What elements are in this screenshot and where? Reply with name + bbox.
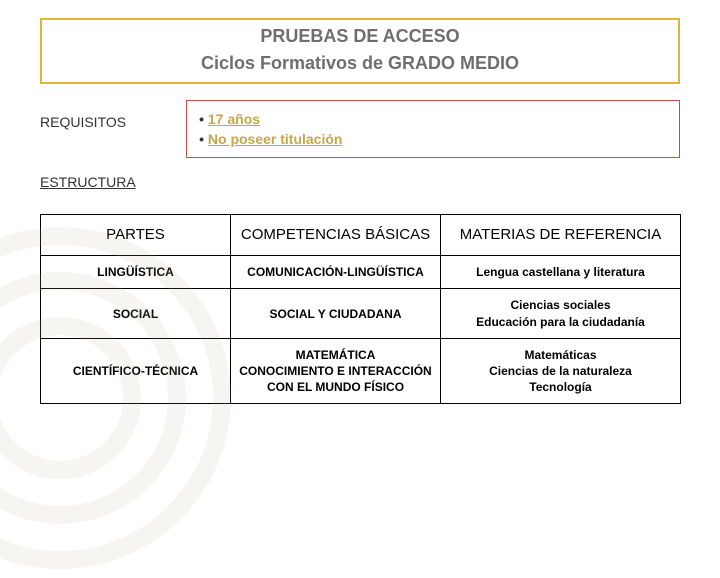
table-row: CIENTÍFICO-TÉCNICA MATEMÁTICACONOCIMIENT… (41, 338, 681, 404)
cell-comp-2: MATEMÁTICACONOCIMIENTO E INTERACCIÓN CON… (231, 338, 441, 404)
estructura-row: ESTRUCTURA (40, 174, 680, 192)
cell-mat-1: Ciencias socialesEducación para la ciuda… (441, 289, 681, 338)
title-box: PRUEBAS DE ACCESO Ciclos Formativos de G… (40, 18, 680, 84)
table-row: LINGÜÍSTICA COMUNICACIÓN-LINGÜÍSTICA Len… (41, 256, 681, 289)
requisitos-label: REQUISITOS (40, 100, 126, 158)
cell-mat-2: MatemáticasCiencias de la naturalezaTecn… (441, 338, 681, 404)
estructura-table: PARTES COMPETENCIAS BÁSICAS MATERIAS DE … (40, 214, 681, 404)
table-row: SOCIAL SOCIAL Y CIUDADANA Ciencias socia… (41, 289, 681, 338)
cell-comp-1: SOCIAL Y CIUDADANA (231, 289, 441, 338)
requisito-text-1: No poseer titulación (208, 131, 343, 147)
header-partes: PARTES (41, 215, 231, 256)
cell-comp-0: COMUNICACIÓN-LINGÜÍSTICA (231, 256, 441, 289)
sub-title: Ciclos Formativos de GRADO MEDIO (42, 53, 678, 74)
requisito-item-1: • No poseer titulación (199, 129, 667, 149)
header-materias: MATERIAS DE REFERENCIA (441, 215, 681, 256)
requisitos-row: REQUISITOS • 17 años • No poseer titulac… (40, 100, 680, 158)
cell-partes-0: LINGÜÍSTICA (41, 256, 231, 289)
header-competencias: COMPETENCIAS BÁSICAS (231, 215, 441, 256)
cell-partes-2: CIENTÍFICO-TÉCNICA (41, 338, 231, 404)
requisito-text-0: 17 años (208, 111, 260, 127)
main-title: PRUEBAS DE ACCESO (42, 26, 678, 47)
cell-partes-1: SOCIAL (41, 289, 231, 338)
cell-mat-0: Lengua castellana y literatura (441, 256, 681, 289)
estructura-label: ESTRUCTURA (40, 174, 136, 190)
table-header-row: PARTES COMPETENCIAS BÁSICAS MATERIAS DE … (41, 215, 681, 256)
requisitos-box: • 17 años • No poseer titulación (186, 100, 680, 158)
requisito-item-0: • 17 años (199, 109, 667, 129)
